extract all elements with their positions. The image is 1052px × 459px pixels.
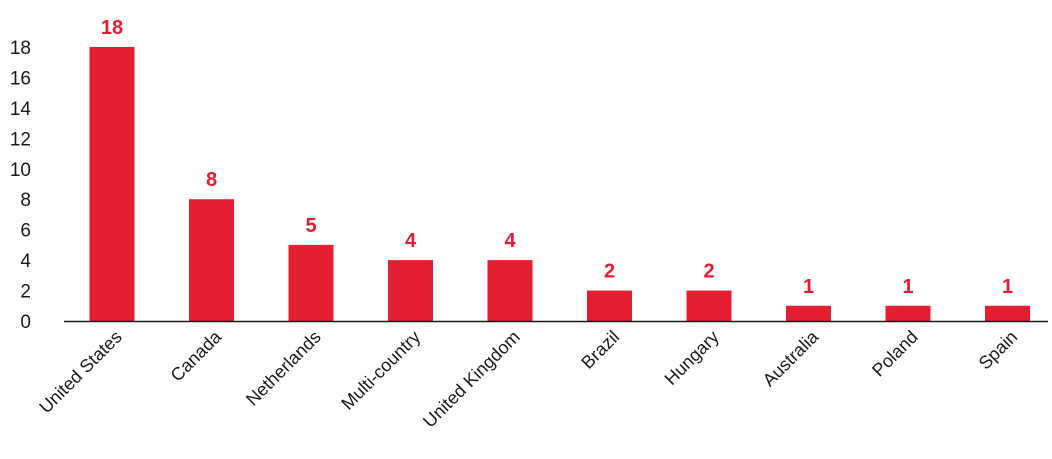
bar bbox=[388, 260, 433, 321]
y-axis-ticks: 0 2 4 6 8 10 12 14 16 18 bbox=[10, 38, 32, 333]
bar bbox=[885, 305, 931, 321]
bar bbox=[786, 305, 831, 321]
bar bbox=[189, 199, 234, 321]
data-label: 1 bbox=[1002, 276, 1013, 298]
bar bbox=[686, 290, 732, 321]
y-tick-label: 10 bbox=[10, 160, 31, 181]
bar bbox=[587, 290, 632, 321]
data-label: 1 bbox=[902, 276, 913, 298]
x-tick-label: Spain bbox=[975, 327, 1022, 374]
y-tick-label: 6 bbox=[20, 221, 31, 242]
bars bbox=[89, 47, 1030, 321]
x-tick-label: Canada bbox=[167, 326, 226, 385]
x-tick-label: United Kingdom bbox=[419, 327, 524, 432]
data-label: 4 bbox=[405, 230, 417, 252]
data-label: 5 bbox=[305, 215, 316, 237]
bar bbox=[487, 260, 533, 321]
y-tick-label: 16 bbox=[10, 68, 31, 89]
x-tick-label: Brazil bbox=[577, 327, 623, 373]
x-tick-label: Poland bbox=[868, 327, 922, 381]
x-tick-label: Multi-country bbox=[337, 327, 424, 414]
x-tick-label: Netherlands bbox=[242, 327, 325, 410]
y-tick-label: 0 bbox=[20, 312, 31, 333]
y-tick-label: 12 bbox=[10, 129, 31, 150]
y-tick-label: 14 bbox=[10, 99, 32, 120]
category-labels: United States Canada Netherlands Multi-coun… bbox=[35, 326, 1021, 431]
x-tick-label: United States bbox=[35, 327, 126, 418]
data-labels: 18 8 5 4 4 2 2 1 1 1 bbox=[101, 17, 1013, 298]
x-tick-label: Australia bbox=[759, 326, 823, 390]
bar bbox=[89, 47, 135, 321]
data-label: 1 bbox=[803, 276, 814, 298]
y-tick-label: 18 bbox=[10, 38, 31, 59]
bar bbox=[288, 244, 334, 321]
data-label: 8 bbox=[206, 169, 217, 191]
data-label: 2 bbox=[703, 261, 714, 283]
x-tick-label: Hungary bbox=[661, 327, 723, 389]
y-tick-label: 8 bbox=[20, 190, 31, 211]
data-label: 4 bbox=[504, 230, 516, 252]
data-label: 18 bbox=[101, 17, 123, 39]
bar bbox=[985, 305, 1030, 321]
y-tick-label: 2 bbox=[20, 282, 31, 303]
data-label: 2 bbox=[604, 261, 615, 283]
y-tick-label: 4 bbox=[20, 251, 31, 272]
